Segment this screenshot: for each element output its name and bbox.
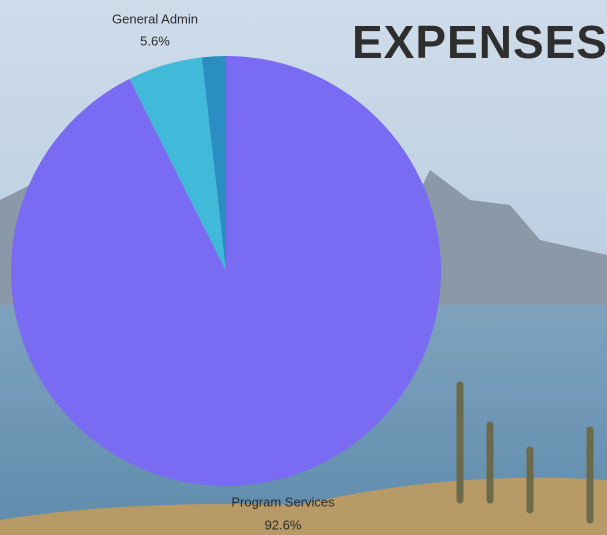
- slice-label: Program Services: [231, 494, 335, 509]
- slice-value-label: 92.6%: [265, 517, 302, 532]
- pie-slice: [201, 56, 226, 271]
- slice-label: General Admin: [112, 11, 198, 26]
- slice-value-label: 5.6%: [140, 33, 170, 48]
- chart-title: EXPENSES: [352, 16, 607, 68]
- pie-slice: [129, 57, 226, 272]
- pie: [11, 56, 442, 486]
